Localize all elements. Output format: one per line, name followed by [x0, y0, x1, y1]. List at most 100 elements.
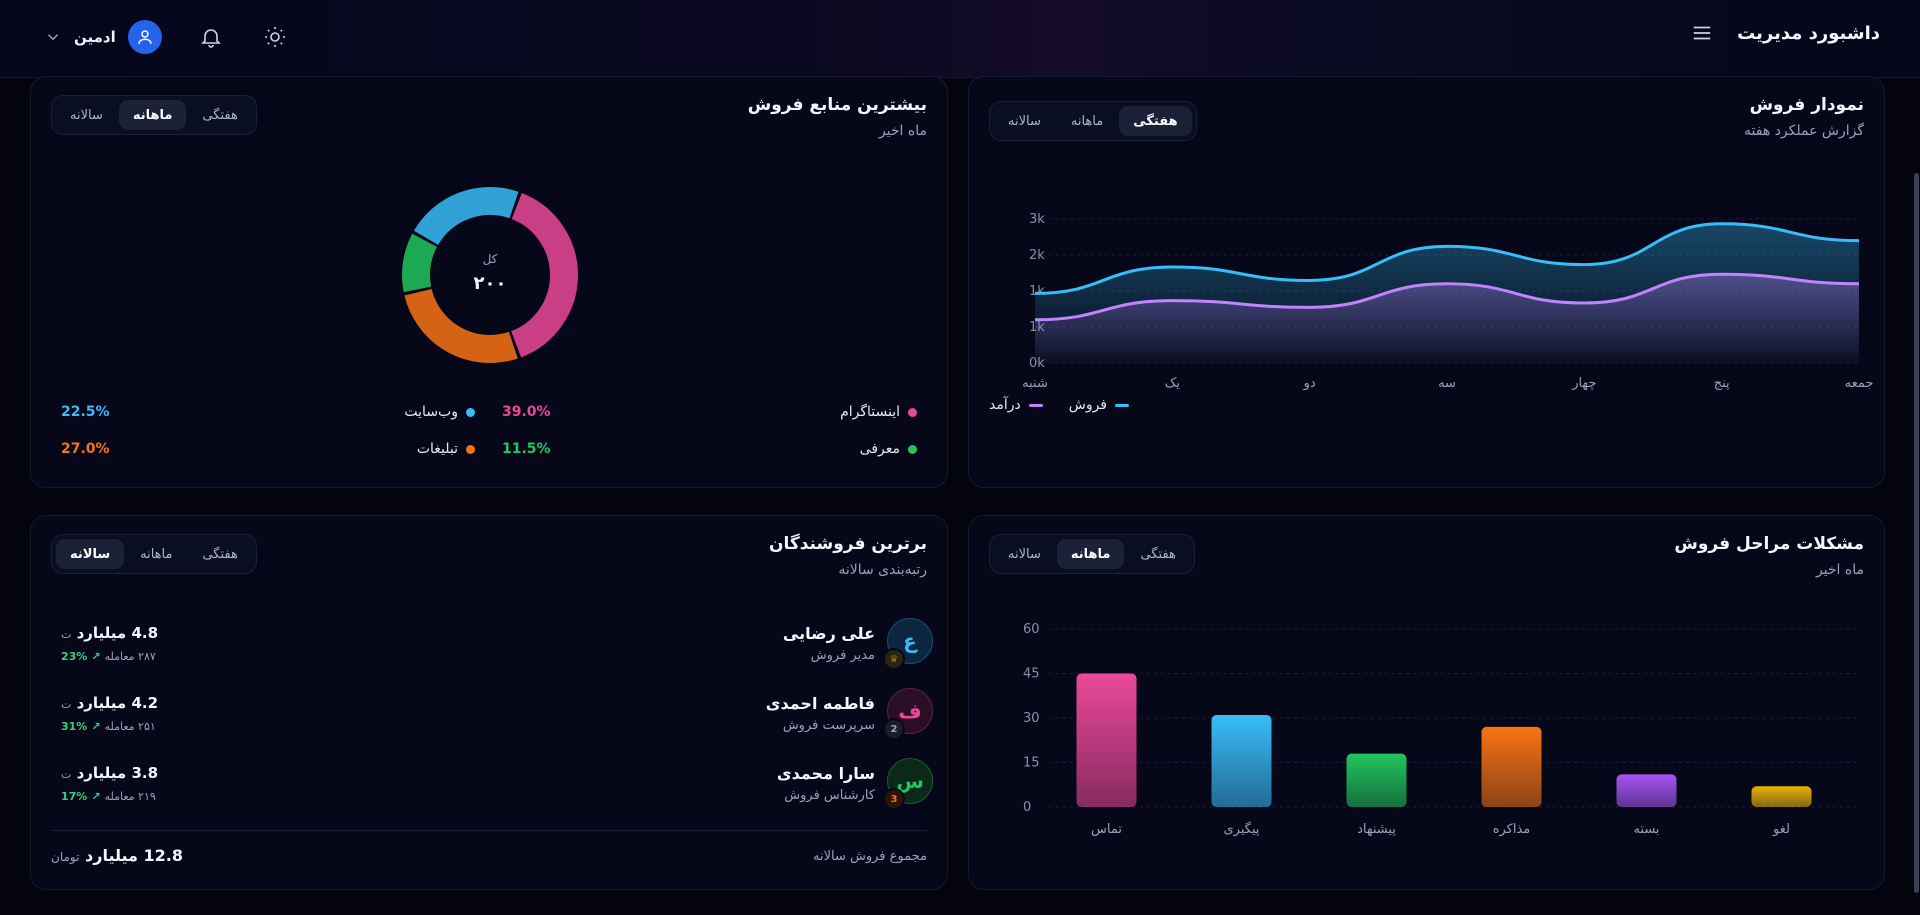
y-tick-label: 0	[1023, 800, 1031, 815]
user-controls: ادمین	[44, 20, 290, 54]
tab-monthly[interactable]: ماهانه	[140, 546, 173, 562]
amount-value: 4.2 میلیارد	[76, 694, 159, 712]
y-tick-label: 2k	[1029, 248, 1045, 263]
tab-monthly[interactable]: ماهانه	[1070, 113, 1104, 129]
tab-weekly[interactable]: هفتگی	[1119, 106, 1192, 136]
card-subtitle: ماه اخیر	[878, 123, 927, 139]
legend-dot	[466, 407, 475, 417]
user-name[interactable]: ادمین	[74, 28, 116, 46]
y-tick-label: 3k	[1029, 212, 1045, 227]
chevron-down-icon[interactable]	[44, 28, 62, 46]
hamburger-icon	[1693, 26, 1711, 40]
tab-yearly[interactable]: سالانه	[70, 107, 103, 123]
seller-row[interactable]: س 3 سارا محمدی کارشناس فروش 3.8 میلیارد …	[51, 754, 933, 814]
amount-unit: ت	[61, 698, 72, 711]
bar	[1616, 774, 1677, 807]
seller-row[interactable]: ع ♕ علی رضایی مدیر فروش 4.8 میلیارد ت ۲۸…	[51, 614, 933, 674]
x-tick-label: جمعه	[1845, 376, 1874, 391]
stage-issues-card: مشکلات مراحل فروش ماه اخیر هفتگی ماهانه …	[968, 515, 1885, 890]
seller-name: فاطمه احمدی	[765, 694, 875, 713]
tab-weekly[interactable]: هفتگی	[202, 546, 238, 562]
x-tick-label: بسته	[1633, 822, 1659, 837]
growth-value: 23%	[61, 650, 88, 663]
seller-name: علی رضایی	[782, 624, 875, 643]
period-tabs: هفتگی ماهانه سالانه	[51, 95, 257, 135]
user-icon	[138, 30, 152, 44]
total-amount: 12.8 میلیارد تومان	[51, 846, 183, 865]
seller-role: سرپرست فروش	[782, 718, 875, 733]
y-tick-label: 15	[1023, 756, 1040, 771]
x-tick-label: پنج	[1714, 376, 1730, 391]
legend-dot	[908, 444, 917, 454]
legend-item-instagram[interactable]: اینستاگرام	[840, 404, 917, 420]
card-title: بیشترین منابع فروش	[747, 95, 927, 115]
trend-up-icon: ↗	[91, 650, 101, 663]
growth-value: 17%	[61, 790, 88, 803]
legend-item-revenue[interactable]: درآمد	[989, 397, 1043, 413]
seller-row[interactable]: ف 2 فاطمه احمدی سرپرست فروش 4.2 میلیارد …	[51, 684, 933, 744]
stage-bar-chart: 0 15 30 45 60 تماس پیگیری پیشنهاد مذاکره بسته لغو	[1023, 622, 1859, 837]
tab-weekly[interactable]: هفتگی	[202, 107, 238, 123]
y-tick-label: 45	[1023, 667, 1040, 682]
tab-monthly[interactable]: ماهانه	[1056, 539, 1125, 569]
seller-amount: 4.2 میلیارد ت	[61, 694, 158, 712]
card-subtitle: گزارش عملکرد هفته	[1744, 123, 1864, 139]
series-area-1	[1035, 274, 1859, 363]
total-value: 12.8 میلیارد	[85, 846, 183, 865]
card-title: مشکلات مراحل فروش	[1674, 534, 1864, 554]
legend-percent: 27.0%	[61, 441, 110, 457]
donut-center-value: ۲۰۰	[474, 273, 507, 294]
legend-dot	[466, 444, 475, 454]
amount-value: 4.8 میلیارد	[76, 624, 159, 642]
donut-slice	[404, 288, 518, 363]
card-title: برترین فروشندگان	[768, 534, 927, 554]
x-tick-label: یک	[1165, 376, 1181, 391]
deal-count: ۲۵۱ معامله	[104, 720, 156, 733]
x-tick-label: لغو	[1772, 822, 1790, 837]
scrollbar-track[interactable]	[1912, 78, 1920, 915]
seller-amount: 3.8 میلیارد ت	[61, 764, 158, 782]
x-tick-label: چهار	[1571, 376, 1596, 391]
theme-toggle-button[interactable]	[260, 22, 290, 52]
amount-value: 3.8 میلیارد	[76, 764, 159, 782]
seller-name: سارا محمدی	[776, 764, 875, 783]
menu-button[interactable]	[1689, 20, 1715, 46]
tab-yearly[interactable]: سالانه	[56, 539, 125, 569]
legend-item-referral[interactable]: معرفی	[860, 441, 917, 457]
legend-item-website[interactable]: وب‌سایت	[404, 404, 475, 420]
legend-label: معرفی	[859, 441, 900, 457]
period-tabs: هفتگی ماهانه سالانه	[989, 101, 1197, 141]
amount-unit: ت	[61, 768, 72, 781]
tab-monthly[interactable]: ماهانه	[118, 100, 187, 130]
bar	[1076, 673, 1137, 807]
donut-slice	[413, 187, 519, 246]
card-title: نمودار فروش	[1749, 95, 1864, 115]
legend-percent: 39.0%	[502, 404, 551, 420]
legend-swatch	[1028, 403, 1043, 407]
sun-icon	[264, 27, 285, 47]
trend-up-icon: ↗	[91, 790, 101, 803]
x-tick-label: دو	[1303, 376, 1316, 391]
scrollbar-thumb[interactable]	[1914, 173, 1919, 893]
growth-value: 31%	[61, 720, 88, 733]
tab-yearly[interactable]: سالانه	[1008, 546, 1041, 562]
notifications-button[interactable]	[196, 22, 226, 52]
period-tabs: هفتگی ماهانه سالانه	[51, 534, 257, 574]
legend-label: وب‌سایت	[404, 404, 458, 420]
tab-yearly[interactable]: سالانه	[1008, 113, 1041, 129]
legend-percent: 22.5%	[61, 404, 110, 420]
legend-item-sales[interactable]: فروش	[1069, 397, 1130, 413]
x-tick-label: پیگیری	[1224, 821, 1260, 837]
donut-slice	[402, 233, 438, 293]
seller-amount: 4.8 میلیارد ت	[61, 624, 158, 642]
seller-meta: ۲۵۱ معامله ↗ 31%	[61, 720, 156, 733]
bell-icon	[200, 29, 221, 48]
x-tick-label: سه	[1438, 376, 1456, 391]
legend-item-ads[interactable]: تبلیغات	[417, 441, 475, 457]
x-tick-label: مذاکره	[1493, 822, 1531, 837]
sales-area-chart: 0k1k1k2k3kشنبهیکدوسهچهارپنججمعه	[1022, 212, 1874, 391]
rank-badge: 2	[883, 718, 905, 740]
tab-weekly[interactable]: هفتگی	[1140, 546, 1176, 562]
legend-label: تبلیغات	[416, 441, 458, 457]
avatar[interactable]	[127, 20, 162, 54]
